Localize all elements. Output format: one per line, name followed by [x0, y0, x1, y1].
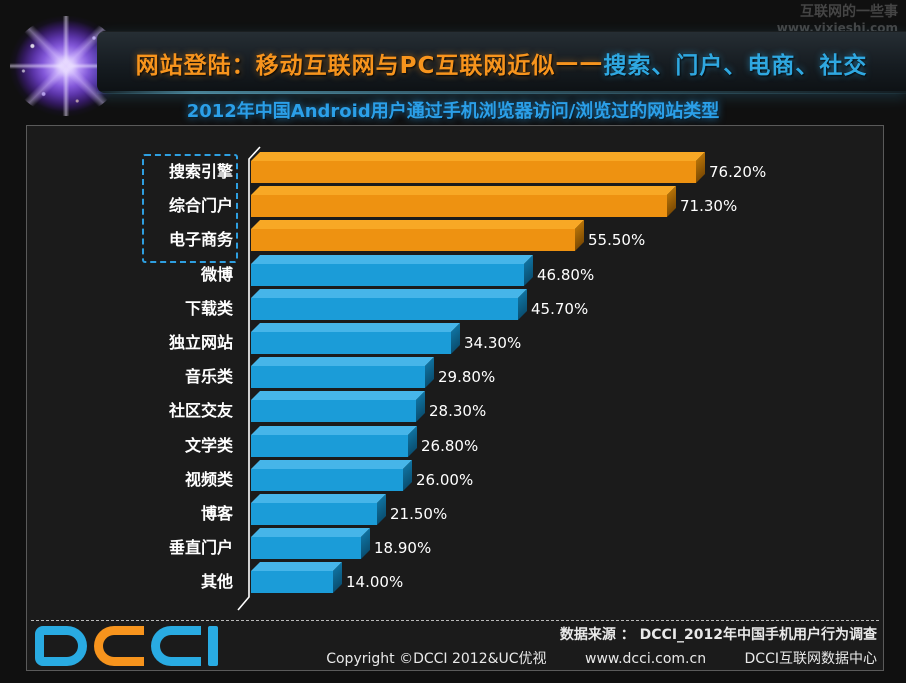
category-label: 社区交友 [168, 401, 233, 421]
title-dash: —— [555, 49, 604, 76]
value-label: 34.30% [464, 334, 522, 352]
category-label: 垂直门户 [168, 538, 233, 558]
bar [251, 391, 425, 423]
logo-letter-D [35, 625, 87, 666]
header-bar: 网站登陆：移动互联网与PC互联网近似 —— 搜索、门户、电商、社交 [97, 31, 906, 94]
title-main: 网站登陆：移动互联网与PC互联网近似 [135, 52, 556, 79]
chart-area: 搜索引擎 76.20% 综合门户 71.30% 电子商务 55.50% 微博 4… [27, 126, 883, 620]
bar-row: 文学类 26.80% [27, 425, 883, 457]
footer: 数据来源 ： DCCI_2012年中国手机用户行为调查 Copyright ©D… [31, 620, 879, 670]
category-label: 独立网站 [168, 333, 233, 352]
bar-row: 垂直门户 18.90% [27, 528, 883, 560]
category-label: 电子商务 [168, 230, 233, 250]
bar-row: 下载类 45.70% [27, 288, 883, 320]
bar-row: 独立网站 34.30% [27, 323, 883, 354]
bar-row: 电子商务 55.50% [27, 220, 883, 252]
bar-row: 综合门户 71.30% [27, 186, 883, 218]
title-highlights: 搜索、门户、电商、社交 [603, 52, 868, 79]
value-label: 18.90% [374, 539, 432, 558]
bar [251, 254, 533, 286]
website-text: www.dcci.com.cn [585, 650, 707, 667]
highlight-dashed-box [142, 154, 238, 263]
bar [251, 323, 460, 354]
bar [251, 288, 527, 320]
data-source-line: 数据来源 ： DCCI_2012年中国手机用户行为调查 [559, 626, 877, 643]
value-label: 55.50% [588, 231, 646, 250]
category-label: 下载类 [184, 298, 233, 318]
page-title: 网站登陆：移动互联网与PC互联网近似 —— 搜索、门户、电商、社交 [97, 32, 906, 93]
bar-row: 其他 14.00% [27, 562, 883, 594]
bar-row: 社区交友 28.30% [27, 391, 883, 423]
bar [251, 459, 412, 491]
bar [251, 425, 417, 457]
bar-row: 博客 21.50% [27, 494, 883, 525]
category-label: 综合门户 [168, 196, 233, 216]
bar [251, 220, 584, 252]
value-label: 46.80% [537, 265, 595, 284]
footer-text: 数据来源 ： DCCI_2012年中国手机用户行为调查 Copyright ©D… [218, 624, 879, 668]
bar-row: 微博 46.80% [27, 254, 883, 286]
value-label: 28.30% [429, 402, 487, 421]
category-label: 其他 [200, 572, 233, 592]
value-label: 29.80% [438, 368, 496, 387]
category-label: 文学类 [184, 435, 233, 455]
value-label: 26.00% [416, 470, 474, 489]
org-text: DCCI互联网数据中心 [744, 650, 877, 667]
chart-panel: 搜索引擎 76.20% 综合门户 71.30% 电子商务 55.50% 微博 4… [26, 125, 884, 671]
category-label: 搜索引擎 [168, 162, 233, 181]
watermark-site-name: 互联网的一些事 [800, 4, 898, 20]
value-label: 76.20% [709, 163, 767, 181]
credits-line: Copyright ©DCCI 2012&UC优视 www.dcci.com.c… [218, 648, 877, 668]
value-label: 14.00% [346, 573, 404, 592]
bar [251, 357, 434, 389]
bar [251, 494, 386, 525]
dcci-logo [35, 625, 218, 666]
bar [251, 152, 705, 183]
category-label: 音乐类 [184, 367, 233, 387]
logo-letter-C [151, 625, 201, 666]
bar-row: 音乐类 29.80% [27, 357, 883, 389]
bar [251, 562, 342, 594]
chart-subtitle: 2012年中国Android用户通过手机浏览器访问/浏览过的网站类型 [186, 101, 720, 122]
copyright-text: Copyright ©DCCI 2012&UC优视 [326, 650, 547, 667]
value-label: 71.30% [680, 197, 738, 216]
category-label: 微博 [200, 264, 233, 284]
value-label: 21.50% [390, 505, 448, 523]
category-label: 视频类 [184, 469, 233, 489]
value-label: 26.80% [421, 436, 479, 455]
logo-letter-I [208, 625, 218, 666]
bar [251, 528, 370, 560]
bar-row: 搜索引擎 76.20% [27, 152, 883, 183]
category-label: 博客 [200, 504, 233, 523]
bar [251, 186, 676, 218]
value-label: 45.70% [531, 299, 589, 318]
bar-row: 视频类 26.00% [27, 459, 883, 491]
logo-letter-C [94, 625, 144, 666]
